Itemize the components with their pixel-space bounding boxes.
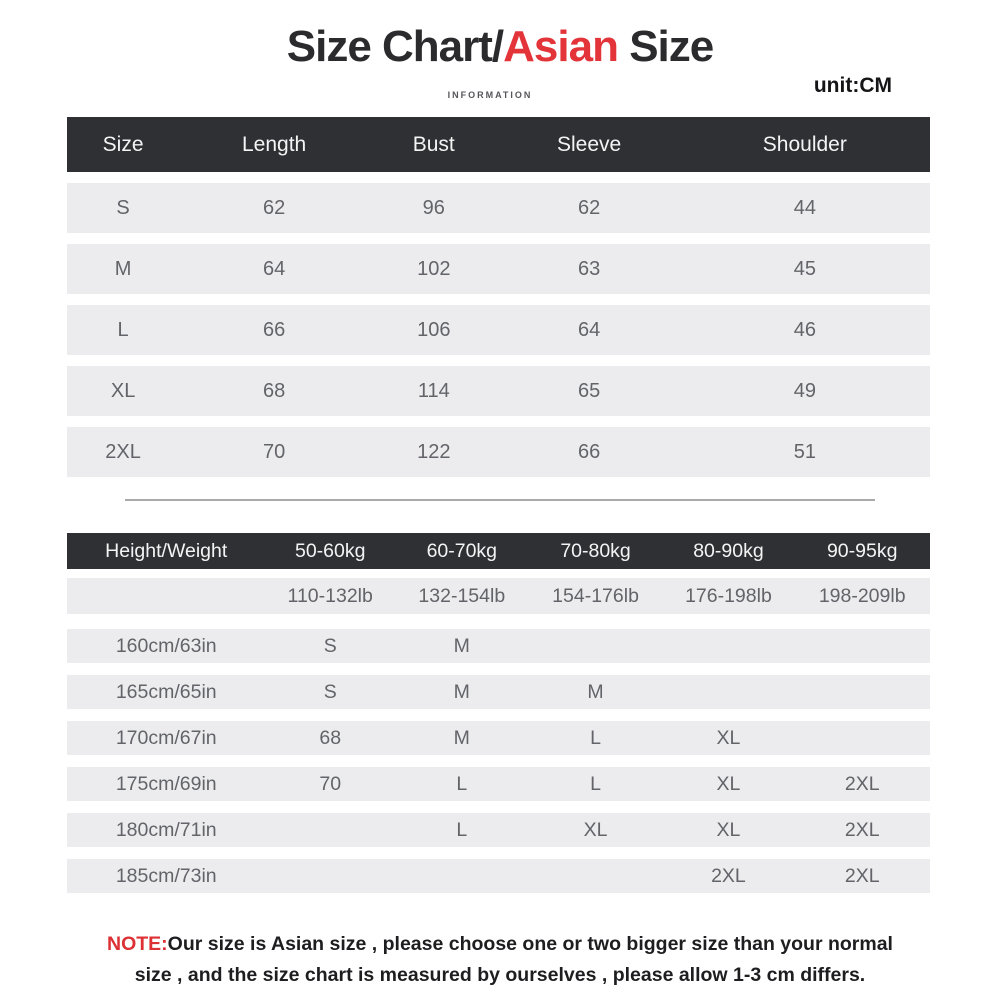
table-row: 2XL 70 122 66 51: [67, 427, 930, 477]
table-cell: 132-154lb: [418, 584, 506, 607]
fit-table-header: 60-70kg: [426, 539, 498, 562]
unit-label: unit:CM: [813, 74, 892, 97]
table-cell: 70: [319, 772, 342, 795]
table-row: M 64 102 63 45: [67, 244, 930, 294]
table-cell: XL: [716, 726, 741, 749]
note-line-1: NOTE:Our size is Asian size , please cho…: [50, 929, 950, 960]
table-cell: 102: [417, 257, 451, 280]
table-cell: 66: [262, 318, 286, 341]
size-measurement-table: Size Length Bust Sleeve Shoulder S 62 96…: [67, 117, 930, 477]
table-cell: L: [590, 726, 601, 749]
fit-table-header: 80-90kg: [693, 539, 764, 562]
pounds-row: 110-132lb 132-154lb 154-176lb 176-198lb …: [67, 578, 930, 614]
table-cell: M: [453, 634, 470, 657]
title-part-1: Size Chart/: [286, 22, 504, 71]
table-cell: M: [587, 680, 604, 703]
table-cell: 44: [793, 196, 816, 219]
table-cell: 64: [262, 257, 286, 280]
size-table-header-row: Size Length Bust Sleeve Shoulder: [67, 117, 930, 172]
table-cell: 96: [422, 196, 445, 219]
table-cell: 51: [793, 440, 816, 463]
table-cell: 46: [793, 318, 816, 341]
title-part-2: Size: [617, 22, 714, 71]
table-cell: 2XL: [105, 440, 141, 463]
fit-table-header: 70-80kg: [560, 539, 631, 562]
table-cell: 62: [262, 196, 286, 219]
table-cell: 110-132lb: [287, 584, 373, 607]
table-cell: 2XL: [711, 864, 746, 887]
table-cell: 185cm/73in: [115, 864, 217, 887]
table-cell: XL: [716, 818, 741, 841]
note-line-2: size , and the size chart is measured by…: [134, 964, 866, 986]
table-cell: L: [456, 772, 468, 795]
information-label: INFORMATION: [447, 90, 533, 100]
size-table-header: Shoulder: [762, 132, 847, 156]
table-cell: 122: [417, 440, 451, 463]
table-cell: 165cm/65in: [115, 680, 217, 703]
table-cell: 180cm/71in: [115, 818, 217, 841]
table-cell: 2XL: [844, 772, 880, 795]
table-cell: 66: [577, 440, 601, 463]
note-label: NOTE:: [107, 933, 168, 955]
table-cell: 170cm/67in: [115, 726, 217, 749]
table-cell: S: [323, 634, 337, 657]
size-table-header: Bust: [412, 132, 455, 156]
table-cell: 49: [793, 379, 816, 402]
size-table-header: Sleeve: [556, 132, 622, 156]
table-cell: XL: [110, 379, 136, 402]
page-title: Size Chart/Asian Size: [0, 22, 1000, 72]
note-text-1: Our size is Asian size , please choose o…: [167, 933, 893, 955]
section-divider: [125, 499, 875, 501]
table-cell: 114: [417, 379, 450, 402]
table-cell: L: [590, 772, 601, 795]
size-table-header: Length: [242, 132, 307, 156]
table-cell: 2XL: [844, 818, 880, 841]
fit-recommendation-table: Height/Weight 50-60kg 60-70kg 70-80kg 80…: [67, 533, 930, 893]
table-cell: 154-176lb: [552, 584, 639, 607]
table-cell: 2XL: [844, 864, 880, 887]
table-row: 170cm/67in 68 M L XL: [67, 721, 930, 755]
table-cell: S: [116, 196, 130, 219]
table-cell: 45: [793, 257, 816, 280]
table-row: 180cm/71in L XL XL 2XL: [67, 813, 930, 847]
table-cell: 106: [417, 318, 451, 341]
table-cell: M: [114, 257, 132, 280]
table-cell: L: [456, 818, 468, 841]
table-row: S 62 96 62 44: [67, 183, 930, 233]
table-row: 165cm/65in S M M: [67, 675, 930, 709]
table-cell: M: [453, 680, 470, 703]
table-cell: L: [117, 318, 129, 341]
title-highlight: Asian: [503, 22, 619, 71]
table-cell: 68: [319, 726, 342, 749]
table-cell: 176-198lb: [685, 584, 772, 607]
table-cell: M: [453, 726, 470, 749]
table-cell: 68: [262, 379, 286, 402]
size-note: NOTE:Our size is Asian size , please cho…: [50, 929, 950, 991]
table-row: L 66 106 64 46: [67, 305, 930, 355]
fit-table-header-row: Height/Weight 50-60kg 60-70kg 70-80kg 80…: [67, 533, 930, 569]
table-row: 175cm/69in 70 L L XL 2XL: [67, 767, 930, 801]
fit-table-header: Height/Weight: [105, 539, 228, 562]
table-cell: XL: [583, 818, 608, 841]
table-cell: 70: [262, 440, 286, 463]
table-cell: 198-209lb: [818, 584, 906, 607]
table-cell: 64: [577, 318, 601, 341]
table-cell: 65: [577, 379, 601, 402]
table-cell: XL: [716, 772, 741, 795]
fit-table-header: 90-95kg: [826, 539, 898, 562]
table-cell: 160cm/63in: [115, 634, 217, 657]
table-cell: S: [323, 680, 337, 703]
table-row: 160cm/63in S M: [67, 629, 930, 663]
table-row: 185cm/73in 2XL 2XL: [67, 859, 930, 893]
table-cell: 63: [577, 257, 601, 280]
table-cell: 175cm/69in: [115, 772, 217, 795]
table-row: XL 68 114 65 49: [67, 366, 930, 416]
table-cell: 62: [577, 196, 601, 219]
fit-table-header: 50-60kg: [294, 539, 366, 562]
size-table-header: Size: [102, 132, 144, 156]
